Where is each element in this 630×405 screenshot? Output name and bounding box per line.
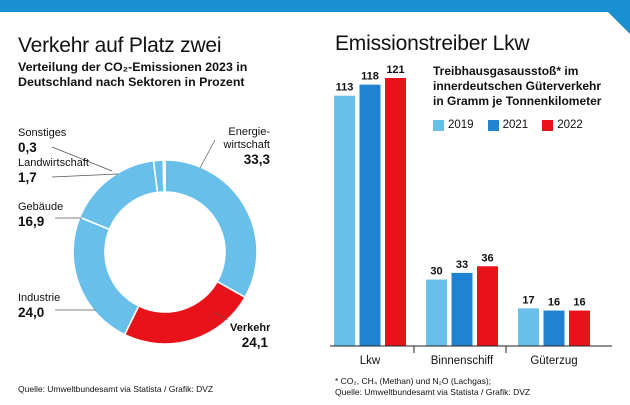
slice-value: 24,0 <box>18 305 45 320</box>
bar-Güterzug-2022 <box>569 310 590 346</box>
donut-slice-1 <box>123 280 247 345</box>
slice-name: Industrie <box>18 292 61 304</box>
bar-Güterzug-2019 <box>518 308 539 346</box>
slice-name: Landwirtschaft <box>18 157 89 169</box>
pie-label-industrie: Industrie 24,0 <box>18 292 60 321</box>
legend-item-2021: 2021 <box>487 119 529 131</box>
donut-slice-0 <box>164 159 258 299</box>
slice-name-line1: Energie- <box>228 126 270 138</box>
slice-name: Verkehr <box>230 322 271 334</box>
slice-name-line2: wirtschaft <box>223 139 270 151</box>
subtitle-line-1: Verteilung der CO₂-Emissionen 2023 in <box>18 60 248 74</box>
bar-chart-legend-title: Treibhausgasausstoß* im innerdeutschen G… <box>433 64 623 109</box>
slice-value: 33,3 <box>243 152 270 167</box>
corner-fold-icon <box>608 12 630 34</box>
pie-label-sonstiges: Sonstiges 0,3 <box>18 127 66 156</box>
bar-value-label: 121 <box>386 64 404 76</box>
slice-value: 1,7 <box>18 170 37 185</box>
slice-value: 16,9 <box>18 214 45 229</box>
subtitle-line-2: Deutschland nach Sektoren in Prozent <box>18 75 245 89</box>
legend-label: 2021 <box>502 119 529 131</box>
donut-slice-5 <box>162 159 166 193</box>
bar-Binnenschiff-2021 <box>451 272 473 346</box>
right-chart-title: Emissionstreiber Lkw <box>335 32 530 55</box>
slice-name: Sonstiges <box>18 127 67 139</box>
legend-label: 2019 <box>448 119 474 131</box>
legend-swatch <box>487 119 499 131</box>
bar-value-label: 16 <box>573 297 585 309</box>
legend-title-line-2: innerdeutschen Güterverkehr <box>433 79 602 93</box>
category-label: Binnenschiff <box>431 355 494 367</box>
bar-Binnenschiff-2022 <box>477 266 498 346</box>
legend-label: 2022 <box>557 119 583 131</box>
legend-swatch <box>542 119 554 131</box>
bar-Lkw-2019 <box>334 95 355 346</box>
bar-Lkw-2021 <box>359 84 381 347</box>
slice-value: 0,3 <box>18 140 37 155</box>
top-accent-bar <box>0 0 630 12</box>
left-chart-title: Verkehr auf Platz zwei <box>18 34 222 57</box>
bar-value-label: 30 <box>430 266 442 278</box>
donut-slice-2 <box>72 216 140 336</box>
bar-value-label: 113 <box>336 82 354 94</box>
bar-value-label: 118 <box>361 71 379 83</box>
legend-swatch <box>433 119 444 131</box>
pie-label-verkehr: Verkehr 24,1 <box>230 322 271 351</box>
category-label: Güterzug <box>530 355 577 367</box>
bar-Binnenschiff-2019 <box>426 279 447 346</box>
right-source: Quelle: Umweltbundesamt via Statista / G… <box>335 387 531 397</box>
bar-value-label: 36 <box>481 252 493 264</box>
leader-line-4 <box>213 311 229 321</box>
legend-item-2022: 2022 <box>542 119 583 131</box>
slice-value: 24,1 <box>241 335 268 350</box>
bar-value-label: 33 <box>456 259 468 271</box>
right-footnote: * CO₂, CH₄ (Methan) und N₂O (Lachgas); <box>335 376 492 386</box>
left-source: Quelle: Umweltbundesamt via Statista / G… <box>18 384 214 394</box>
bar-Lkw-2022 <box>385 78 406 346</box>
pie-label-gebaeude: Gebäude 16,9 <box>18 201 63 230</box>
category-label: Lkw <box>360 355 381 367</box>
pie-label-landwirtschaft: Landwirtschaft 1,7 <box>18 157 89 186</box>
legend-item-2019: 2019 <box>433 119 474 131</box>
bar-chart-legend: 2019 2021 2022 <box>433 119 583 131</box>
slice-name: Gebäude <box>18 201 64 213</box>
legend-title-line-1: Treibhausgasausstoß* im <box>433 64 579 78</box>
bar-value-label: 17 <box>522 294 534 306</box>
legend-title-line-3: in Gramm je Tonnenkilometer <box>433 94 602 108</box>
bar-value-label: 16 <box>548 297 560 309</box>
donut-slice-4 <box>152 159 165 194</box>
donut-slice-3 <box>78 159 159 231</box>
bar-Güterzug-2021 <box>543 310 565 346</box>
left-chart-subtitle: Verteilung der CO₂-Emissionen 2023 in De… <box>18 60 318 90</box>
pie-label-energiewirtschaft: Energie- wirtschaft 33,3 <box>210 126 270 168</box>
